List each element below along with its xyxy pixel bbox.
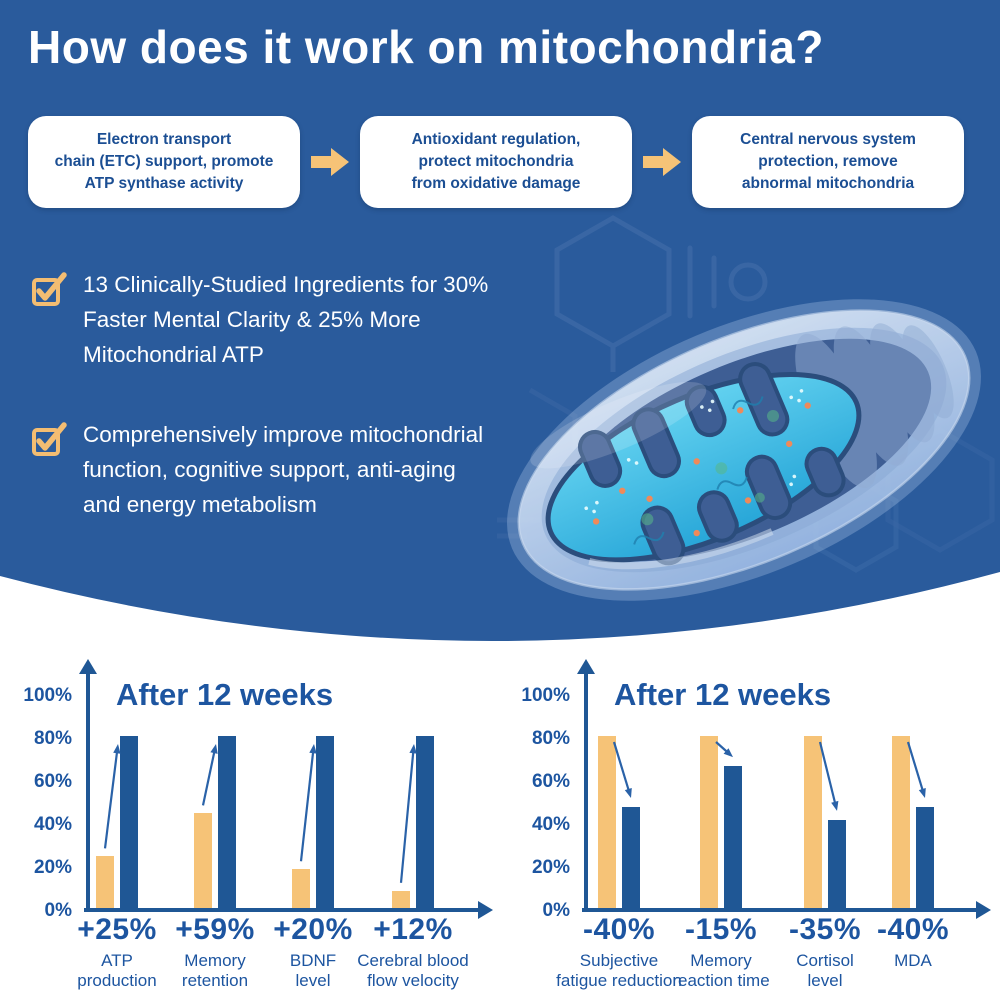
y-tick-label: 0% <box>44 900 72 921</box>
y-axis <box>584 665 588 908</box>
flow-step-antioxidant: Antioxidant regulation, protect mitochon… <box>360 116 632 208</box>
x-axis-arrowhead <box>976 901 991 919</box>
category-value: +20% <box>273 913 353 946</box>
category-name: Memory retention <box>181 951 249 991</box>
trend-arrow <box>399 744 417 883</box>
category-value: -40% <box>582 913 656 946</box>
arrow-right-icon <box>309 144 351 180</box>
arrow-right-icon <box>641 144 683 180</box>
category-value: +59% <box>175 913 255 946</box>
benefit-text: 13 Clinically-Studied Ingredients for 30… <box>83 272 489 367</box>
y-tick-label: 60% <box>531 771 570 792</box>
benefit-text: Comprehensively improve mitochondrial fu… <box>83 422 484 517</box>
category-value: +25% <box>77 913 157 946</box>
checked-checkbox-icon <box>30 271 68 373</box>
flow-step-etc-support: Electron transport chain (ETC) support, … <box>28 116 300 208</box>
bar-after-12-weeks <box>828 819 846 908</box>
y-axis-arrowhead <box>577 659 595 674</box>
category-name: ATP production <box>77 951 157 991</box>
bar-baseline <box>892 736 910 908</box>
y-tick-label: 20% <box>33 857 72 878</box>
chart-improvements: After 12 weeks 0% 20% 40% 60% 80% 100% +25% ATP … <box>8 659 493 1000</box>
y-tick-label: 40% <box>33 814 72 835</box>
bar-after-12-weeks <box>916 806 934 908</box>
page-title: How does it work on mitochondria? <box>28 21 824 73</box>
category-name: Cerebral blood flow velocity <box>357 951 469 991</box>
bar-baseline <box>598 736 616 908</box>
chart-reductions: After 12 weeks 0% 20% 40% 60% 80% 100% -40% Subj… <box>506 659 991 1000</box>
y-tick-label: 80% <box>33 728 72 749</box>
category-name: Cortisol level <box>796 951 854 991</box>
benefit-bullet-function: Comprehensively improve mitochondrial fu… <box>30 418 483 523</box>
bar-baseline <box>700 736 718 908</box>
bar-baseline <box>96 856 114 908</box>
x-axis-arrowhead <box>478 901 493 919</box>
category-name: Memory reaction time <box>672 951 770 991</box>
trend-arrow <box>818 741 839 811</box>
y-axis <box>86 665 90 908</box>
category-value: -15% <box>684 913 758 946</box>
category-value: -35% <box>788 913 862 946</box>
category-value: -40% <box>876 913 950 946</box>
y-tick-label: 40% <box>531 814 570 835</box>
category-value: +12% <box>373 913 453 946</box>
trend-arrow <box>299 744 317 862</box>
trend-arrow <box>715 741 733 758</box>
bar-after-12-weeks <box>316 736 334 908</box>
trend-arrow <box>201 744 218 806</box>
trend-arrow <box>103 744 121 849</box>
x-axis <box>84 908 480 912</box>
chart-title: After 12 weeks <box>614 677 832 712</box>
bar-baseline <box>392 890 410 908</box>
bar-baseline <box>292 869 310 908</box>
chart-title: After 12 weeks <box>116 677 334 712</box>
bar-after-12-weeks <box>218 736 236 908</box>
trend-arrow <box>612 741 632 798</box>
mechanism-flow: Electron transport chain (ETC) support, … <box>28 116 972 208</box>
category-name: MDA <box>894 951 932 970</box>
bar-after-12-weeks <box>120 736 138 908</box>
checked-checkbox-icon <box>30 421 68 523</box>
trend-arrow <box>906 741 926 798</box>
x-axis <box>582 908 978 912</box>
bar-after-12-weeks <box>416 736 434 908</box>
y-tick-label: 80% <box>531 728 570 749</box>
hero-section: How does it work on mitochondria? Electr… <box>0 0 1000 642</box>
bar-baseline <box>194 813 212 908</box>
bar-baseline <box>804 736 822 908</box>
bar-after-12-weeks <box>724 766 742 908</box>
flow-step-label: Antioxidant regulation, protect mitochon… <box>411 131 581 192</box>
category-name: Subjective fatigue reduction <box>556 951 682 991</box>
flow-step-label: Electron transport chain (ETC) support, … <box>54 131 274 192</box>
y-axis-arrowhead <box>79 659 97 674</box>
category-name: BDNF level <box>289 951 337 991</box>
benefit-bullet-ingredients: 13 Clinically-Studied Ingredients for 30… <box>30 268 488 373</box>
y-tick-label: 0% <box>542 900 570 921</box>
y-tick-label: 60% <box>33 771 72 792</box>
y-tick-label: 100% <box>521 685 570 706</box>
bar-after-12-weeks <box>622 806 640 908</box>
y-tick-label: 100% <box>23 685 72 706</box>
mitochondria-cutaway-illustration <box>507 299 981 601</box>
flow-step-label: Central nervous system protection, remov… <box>740 131 916 192</box>
y-tick-label: 20% <box>531 857 570 878</box>
flow-step-cns-protection: Central nervous system protection, remov… <box>692 116 964 208</box>
